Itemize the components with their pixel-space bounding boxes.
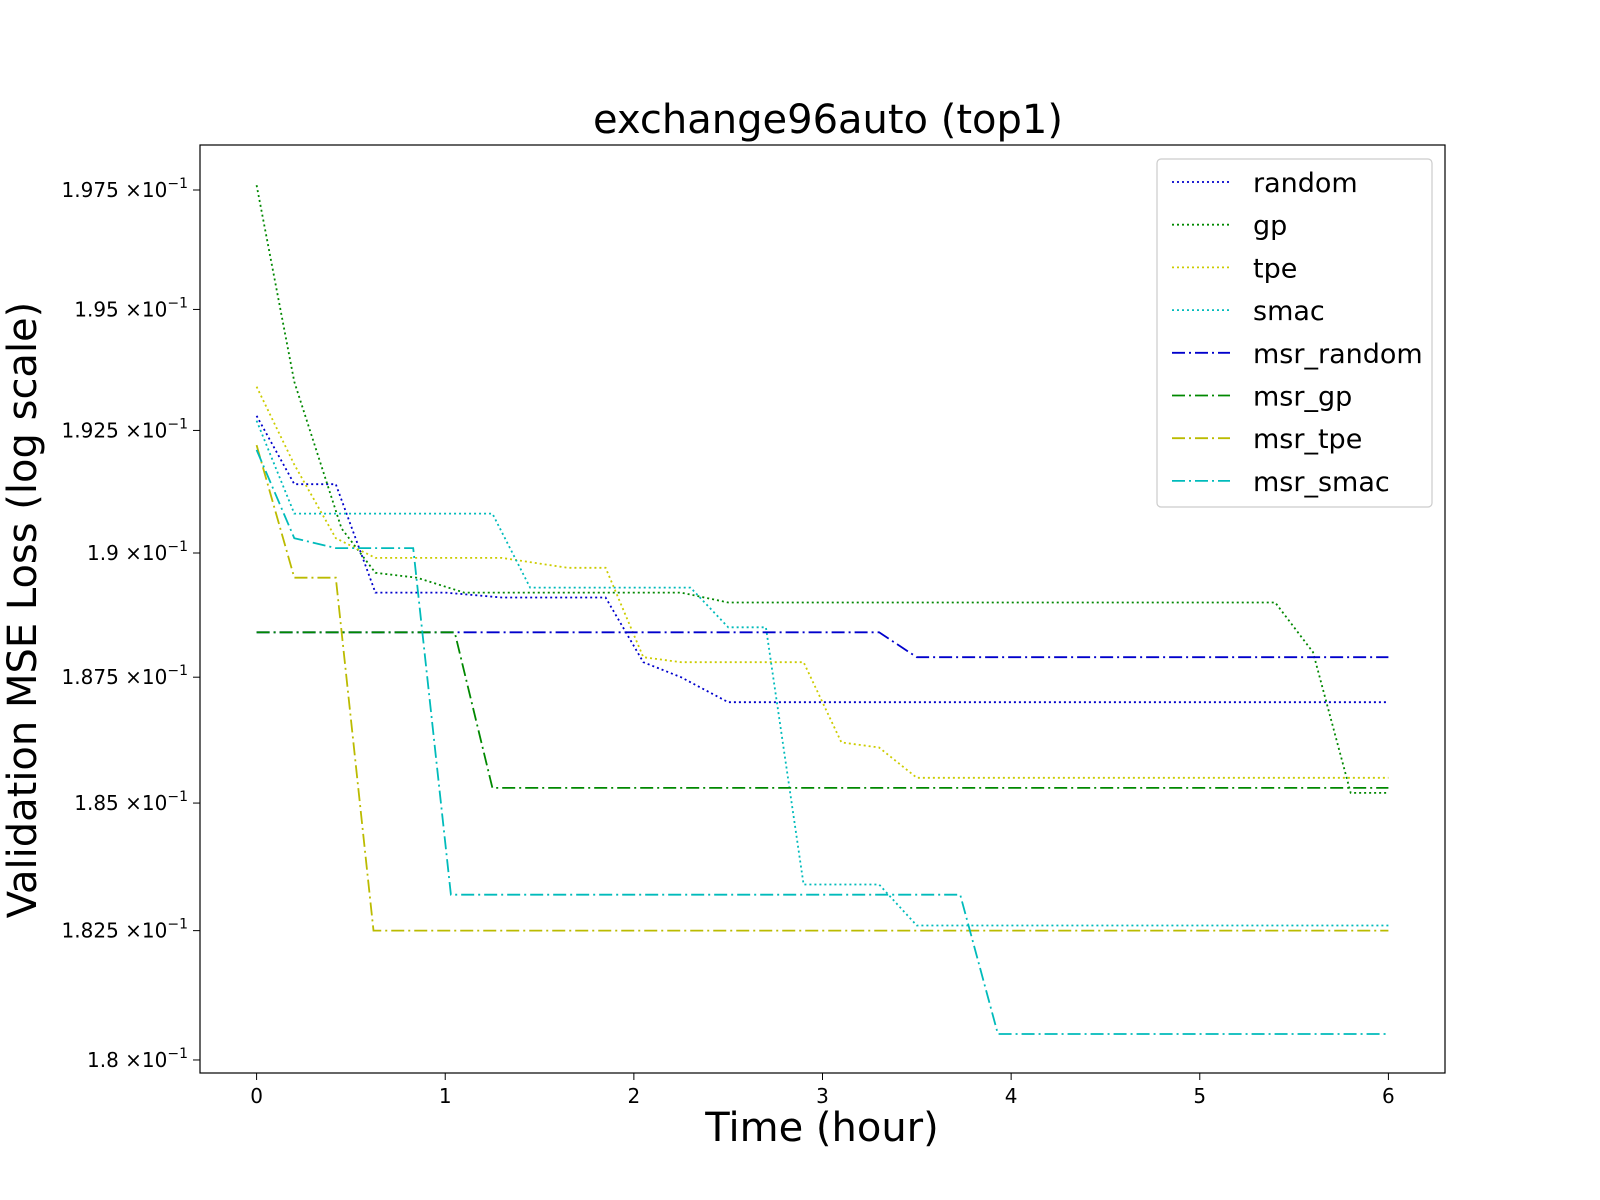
chart-title: exchange96auto (top1): [593, 97, 1063, 143]
x-tick-label: 4: [1005, 1084, 1018, 1108]
legend: random gp tpe smac msr_random msr_gp msr_tpems…: [1156, 158, 1433, 508]
y-tick-label: 1.8 ×10−1: [87, 1046, 188, 1072]
series-line-smac: [255, 420, 1389, 927]
x-axis: 0 1 2 3 4 5 6: [250, 1073, 1395, 1108]
y-tick-label: 1.825 ×10−1: [62, 917, 188, 943]
series-line-gp: [255, 185, 1389, 794]
x-axis-label: Time (hour): [704, 1105, 938, 1151]
y-axis: 1.8 ×10−1 1.825 ×10−1 1.85 ×10−1 1.875 ×10−…: [62, 176, 200, 1072]
series-line-tpe: [255, 386, 1389, 779]
x-tick-label: 1: [439, 1084, 452, 1108]
series-line-msr-random: [256, 631, 1389, 659]
legend-label-msr-gp: msr_gp: [1253, 382, 1352, 413]
legend-label-tpe: tpe: [1253, 253, 1297, 284]
series-line-msr-gp: [256, 631, 1389, 789]
legend-label-random: random: [1253, 168, 1358, 199]
y-axis-label: Validation MSE Loss (log scale): [0, 302, 46, 919]
y-tick-label: 1.95 ×10−1: [74, 295, 188, 321]
y-tick-label: 1.85 ×10−1: [74, 789, 188, 815]
x-tick-label: 6: [1382, 1084, 1395, 1108]
plot-lines: [255, 185, 1389, 1035]
legend-label-msr-random: msr_random: [1253, 339, 1423, 370]
legend-label-msr-tpe: msr_tpe: [1253, 424, 1362, 455]
legend-label-gp: gp: [1253, 211, 1287, 242]
series-line-msr-tpe: [255, 444, 1389, 932]
legend-label-smac: smac: [1253, 296, 1325, 327]
legend-box: [1156, 158, 1433, 508]
y-tick-label: 1.9 ×10−1: [87, 539, 188, 565]
y-tick-label: 1.875 ×10−1: [62, 663, 188, 689]
y-tick-label: 1.925 ×10−1: [62, 416, 188, 442]
series-line-random: [255, 415, 1389, 704]
x-tick-label: 2: [627, 1084, 640, 1108]
legend-label-msr-smac: msr_smac: [1253, 467, 1390, 498]
series-line-msr-smac: [255, 449, 1389, 1035]
y-tick-label: 1.975 ×10−1: [62, 176, 188, 202]
x-tick-label: 3: [816, 1084, 829, 1108]
x-tick-label: 0: [250, 1084, 263, 1108]
x-tick-label: 5: [1193, 1084, 1206, 1108]
